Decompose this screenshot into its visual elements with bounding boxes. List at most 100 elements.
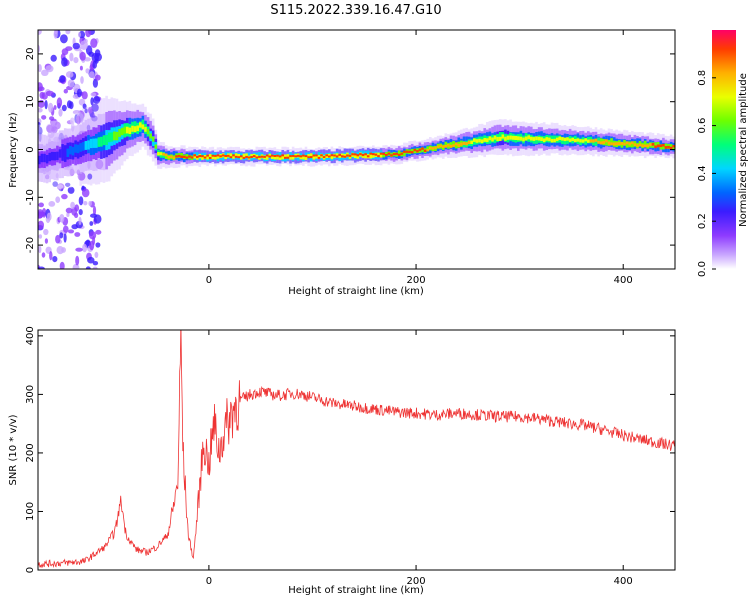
spectrogram-noise-cell [41, 69, 49, 77]
spectrogram-noise-cell [49, 251, 53, 261]
spectrogram-ridge-cell [260, 155, 264, 158]
spectrogram-noise-cell [89, 231, 97, 240]
spectrogram-ridge-cell [198, 155, 202, 158]
spectrogram-noise-cell [61, 247, 66, 253]
spectrogram-noise-cell [92, 60, 97, 69]
spectrogram-noise-cell [81, 185, 85, 190]
spectrogram-ridge-cell [48, 152, 51, 162]
spectrogram-ridge-cell [566, 137, 569, 141]
spectrogram-ridge-cell [524, 136, 528, 141]
spectrogram-ridge-cell [387, 152, 391, 155]
spectrogram-ridge-cell [366, 155, 370, 158]
spectrogram-ridge-cell [216, 154, 220, 159]
spectrogram-ridge-cell [550, 138, 554, 143]
spectrogram-noise-cell [45, 65, 54, 73]
spectrogram-ridge-cell [110, 132, 114, 142]
spectrogram-ridge-cell [460, 142, 463, 146]
spectrogram-ridge-cell [196, 155, 199, 159]
spectrogram-ridge-cell [669, 144, 673, 150]
spectrogram-ridge-cell [584, 138, 587, 145]
spectrogram-ridge-cell [561, 137, 564, 141]
spectrogram-ridge-cell [418, 148, 422, 152]
spectrogram-noise-cell [73, 57, 79, 64]
spectrogram-ridge-cell [356, 154, 360, 157]
spectrogram-ridge-cell [79, 143, 82, 152]
spectrogram-ridge-cell [584, 138, 587, 142]
spectrogram-ridge-cell [563, 137, 567, 142]
spectrogram-ridge-cell [408, 150, 411, 153]
spectrogram-ridge-cell [291, 154, 295, 157]
spectrogram-ridge-cell [162, 152, 165, 156]
spectrogram-ridge-cell [237, 156, 240, 159]
spectrogram-ridge-cell [227, 154, 230, 157]
spectrogram-noise-cell [38, 99, 45, 108]
spectrogram-ridge-cell [105, 135, 108, 145]
spectrogram-ridge-cell [465, 142, 468, 146]
colorbar-ticks: 0.0 0.2 0.4 0.6 0.8 [697, 70, 716, 277]
spectrogram-ridge-cell [592, 139, 595, 143]
spectrogram-noise-cell [55, 196, 61, 203]
spectrogram-noise-cell [74, 232, 81, 237]
spectrogram-noise-cell [94, 49, 101, 57]
spectrogram-ridge-cell [395, 152, 398, 155]
spectrogram-noise-cell [78, 196, 84, 206]
spectrogram-ridge-cell [53, 152, 57, 161]
spectrogram-ridge-cell [136, 125, 139, 132]
spectrogram-ridge-cell [232, 154, 235, 157]
spectrogram-ridge-cell [76, 144, 80, 154]
spectrogram-ridge-cell [281, 154, 284, 157]
spectrogram-ridge-cell [216, 154, 220, 157]
spectrogram-ridge-cell [208, 154, 212, 158]
spectrogram-y-label: Frequency (Hz) [8, 112, 19, 188]
spectrogram-ridge-cell [581, 139, 585, 143]
spectrogram-ridge-cell [312, 154, 316, 157]
spectrogram-ridge-cell [281, 155, 284, 160]
y-tick-label: 400 [25, 326, 36, 345]
spectrogram-ridge-cell [247, 156, 251, 159]
spectrogram-noise-cell [85, 30, 92, 38]
spectrogram-ridge-cell [372, 153, 375, 156]
spectrogram-noise-cell [61, 104, 67, 112]
spectrogram-noise-cell [67, 229, 75, 234]
spectrogram-ridge-cell [250, 156, 253, 158]
x-tick-label: 0 [206, 275, 212, 286]
spectrogram-ridge-cell [286, 156, 290, 159]
spectrogram-ridge-cell [164, 153, 168, 157]
spectrogram-noise-cell [72, 263, 80, 269]
spectrogram-noise-cell [89, 221, 94, 226]
spectrogram-ridge-cell [413, 148, 417, 152]
spectrogram-ridge-cell [115, 131, 119, 141]
spectrogram-ridge-cell [519, 136, 523, 141]
spectrogram-ridge-cell [597, 140, 600, 144]
spectrogram-noise-cell [58, 108, 63, 117]
spectrogram-noise-cell [91, 103, 99, 112]
spectrogram-noise-cell [41, 115, 47, 120]
spectrogram-ridge-cell [291, 155, 295, 160]
spectrogram-ridge-cell [618, 142, 621, 146]
spectrogram-ridge-cell [315, 154, 318, 159]
spectrogram-ridge-cell [201, 155, 204, 158]
spectrogram-ridge-cell [659, 144, 663, 148]
spectrogram-noise-cell [55, 234, 61, 244]
spectrogram-noise-cell [79, 51, 86, 61]
spectrogram-ridge-cell [348, 154, 352, 157]
colorbar-tick-label: 0.2 [697, 213, 708, 229]
spectrogram-ridge-cell [286, 154, 290, 159]
spectrogram-ridge-cell [307, 156, 310, 159]
spectrogram-ridge-cell [480, 139, 484, 144]
spectrogram-ridge-cell [558, 136, 562, 140]
spectrogram-ridge-cell [234, 153, 238, 158]
spectrogram-ridge-cell [102, 135, 106, 146]
spectrogram-ridge-cell [120, 127, 124, 136]
spectrogram-ridge-cell [643, 140, 647, 147]
spectrogram-ridge-cell [390, 154, 393, 157]
spectrogram-ridge-cell [211, 154, 215, 157]
spectrogram-ridge-cell [496, 136, 499, 141]
x-tick-label: 400 [614, 576, 633, 587]
spectrogram-ridge-cell [555, 137, 559, 142]
spectrogram-ridge-cell [669, 146, 673, 150]
spectrogram-ridge-cell [346, 154, 349, 157]
colorbar-label: Normalized spectral amplitude [738, 73, 749, 227]
spectrogram-ridge-cell [457, 143, 461, 147]
spectrogram-ridge-cell [322, 156, 326, 159]
